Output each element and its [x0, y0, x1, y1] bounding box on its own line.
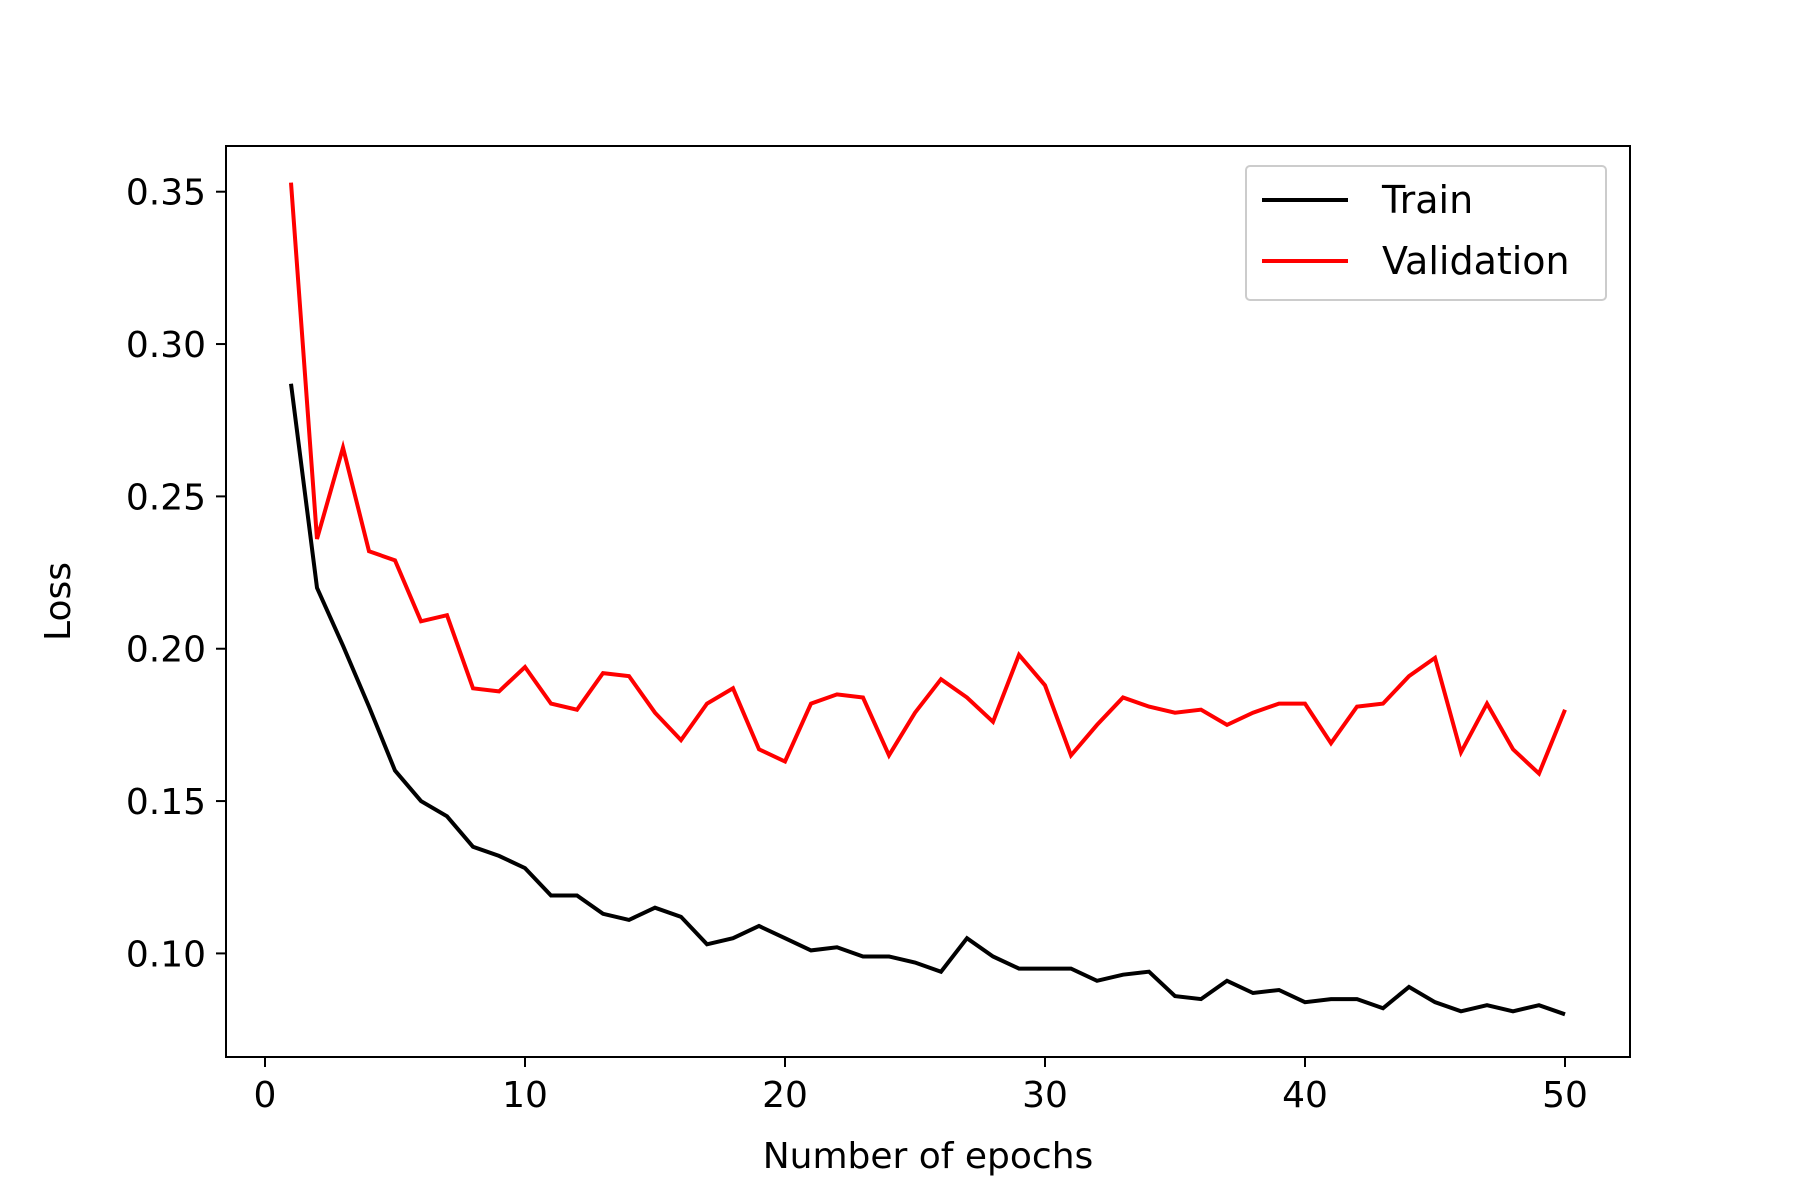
x-tick-label: 50: [1542, 1075, 1588, 1116]
legend-label-validation: Validation: [1382, 239, 1570, 283]
y-axis-ticks: 0.10 0.15 0.20 0.25 0.30 0.35: [126, 173, 226, 975]
x-tick-label: 20: [762, 1075, 808, 1116]
y-tick-label: 0.10: [126, 934, 206, 975]
y-tick-label: 0.35: [126, 173, 206, 214]
series-line-validation: [289, 182, 1567, 778]
x-tick-label: 40: [1282, 1075, 1328, 1116]
x-axis-ticks: 0 10 20 30 40 50: [254, 1057, 1588, 1116]
y-axis-label: Loss: [38, 562, 79, 641]
series-line-train: [289, 383, 1566, 1017]
y-tick-label: 0.30: [126, 325, 206, 366]
y-tick-label: 0.15: [126, 782, 206, 823]
series-layer: [289, 182, 1567, 1017]
x-tick-label: 10: [502, 1075, 548, 1116]
y-tick-label: 0.25: [126, 477, 206, 518]
legend-label-train: Train: [1381, 178, 1473, 222]
x-axis-label: Number of epochs: [763, 1136, 1094, 1177]
legend: Train Validation: [1245, 165, 1607, 301]
plot-frame: [225, 145, 1631, 1058]
x-tick-label: 0: [254, 1075, 277, 1116]
y-tick-label: 0.20: [126, 630, 206, 671]
x-tick-label: 30: [1022, 1075, 1068, 1116]
